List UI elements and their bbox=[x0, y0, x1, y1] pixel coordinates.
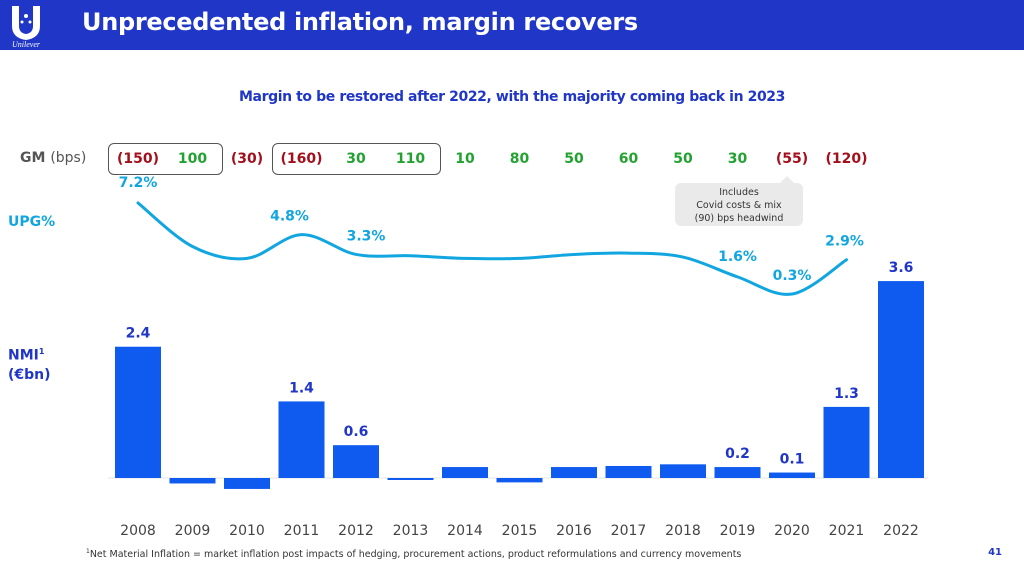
year-label-2016: 2016 bbox=[556, 523, 592, 539]
nmi-bar-2019 bbox=[714, 467, 761, 478]
nmi-label: NMI bbox=[8, 347, 39, 364]
gm-value-2020: (55) bbox=[775, 151, 809, 167]
nmi-label-2020: 0.1 bbox=[780, 452, 805, 468]
nmi-bar-2009 bbox=[169, 478, 216, 484]
upg-label-2008: 7.2% bbox=[119, 175, 158, 191]
nmi-bar-2016 bbox=[551, 467, 597, 478]
gm-value-2016: 50 bbox=[564, 151, 584, 167]
nmi-row-label: NMI1 (€bn) bbox=[8, 342, 51, 385]
nmi-bar-2015 bbox=[496, 478, 543, 483]
gm-value-2019: 30 bbox=[727, 151, 748, 167]
gm-label: GM bbox=[20, 150, 46, 166]
callout-line-1: Includes bbox=[719, 187, 759, 198]
nmi-unit-label: (€bn) bbox=[8, 366, 51, 383]
nmi-bar-2013 bbox=[387, 478, 434, 480]
page-number: 41 bbox=[988, 547, 1002, 558]
nmi-bar-2008 bbox=[115, 346, 161, 478]
page-title: Unprecedented inflation, margin recovers bbox=[82, 8, 638, 36]
footnote: 1Net Material Inflation = market inflati… bbox=[86, 548, 741, 560]
year-label-2009: 2009 bbox=[175, 523, 211, 539]
upg-line bbox=[136, 201, 848, 296]
gm-value-2017: 60 bbox=[618, 151, 639, 167]
upg-label-2020: 0.3% bbox=[773, 268, 812, 284]
upg-label-2011: 4.8% bbox=[270, 209, 309, 225]
gm-group-box-2 bbox=[271, 143, 441, 175]
gm-value-2015: 80 bbox=[509, 151, 530, 167]
gm-unit-label: (bps) bbox=[50, 150, 87, 166]
gm-value-2012: 30 bbox=[346, 151, 366, 167]
gm-value-2010: (30) bbox=[230, 151, 264, 167]
gm-value-2018: 50 bbox=[673, 151, 693, 167]
logo-wordmark: Unilever bbox=[12, 40, 41, 48]
nmi-label-2008: 2.4 bbox=[126, 326, 151, 342]
gm-value-2013: 110 bbox=[395, 151, 426, 167]
callout-line-2: Covid costs & mix bbox=[696, 200, 782, 211]
chart-subtitle: Margin to be restored after 2022, with t… bbox=[239, 89, 785, 105]
year-label-2018: 2018 bbox=[665, 523, 701, 539]
nmi-bar-2022 bbox=[878, 281, 924, 478]
nmi-bar-2014 bbox=[442, 467, 488, 478]
year-label-2013: 2013 bbox=[393, 523, 429, 539]
year-label-2015: 2015 bbox=[502, 523, 538, 539]
callout-pointer bbox=[780, 176, 794, 183]
year-label-2019: 2019 bbox=[720, 523, 756, 539]
year-label-2017: 2017 bbox=[611, 523, 647, 539]
gm-value-2011: (160) bbox=[280, 151, 323, 167]
footnote-text: Net Material Inflation = market inflatio… bbox=[89, 549, 742, 561]
year-label-2012: 2012 bbox=[338, 523, 374, 539]
nmi-label-2012: 0.6 bbox=[344, 424, 369, 440]
nmi-label-2022: 3.6 bbox=[889, 260, 914, 276]
year-label-2022: 2022 bbox=[883, 523, 919, 539]
nmi-bar-2021 bbox=[823, 406, 870, 478]
header-bar: Unilever Unprecedented inflation, margin… bbox=[0, 0, 1024, 50]
gm-group-box-1 bbox=[108, 143, 223, 175]
footnote-marker: 1 bbox=[86, 548, 90, 555]
callout-line-3: (90) bps headwind bbox=[694, 213, 784, 224]
nmi-bar-2012 bbox=[333, 445, 379, 478]
gm-value-2009: 100 bbox=[177, 151, 208, 167]
nmi-label-2011: 1.4 bbox=[289, 380, 314, 396]
covid-callout: Includes Covid costs & mix (90) bps head… bbox=[675, 183, 803, 226]
upg-row-label: UPG% bbox=[8, 214, 56, 230]
nmi-bar-2018 bbox=[660, 464, 706, 478]
year-label-2014: 2014 bbox=[447, 523, 483, 539]
upg-label-2019: 1.6% bbox=[718, 249, 757, 265]
year-label-2021: 2021 bbox=[829, 523, 865, 539]
upg-label-2012: 3.3% bbox=[347, 228, 386, 244]
unilever-logo-icon: Unilever bbox=[12, 6, 41, 48]
nmi-bar-2011 bbox=[278, 401, 325, 478]
gm-value-2014: 10 bbox=[455, 151, 475, 167]
nmi-bar-2020 bbox=[769, 472, 815, 478]
nmi-footnote-marker: 1 bbox=[38, 347, 45, 356]
year-label-2010: 2010 bbox=[229, 523, 265, 539]
nmi-label-2021: 1.3 bbox=[834, 386, 859, 402]
nmi-label-2019: 0.2 bbox=[725, 446, 750, 462]
year-label-2020: 2020 bbox=[774, 523, 810, 539]
gm-row-label: GM (bps) bbox=[20, 150, 86, 166]
gm-value-2021: (120) bbox=[825, 151, 868, 167]
nmi-bar-2010 bbox=[224, 478, 270, 489]
year-label-2011: 2011 bbox=[284, 523, 320, 539]
upg-label-2021: 2.9% bbox=[825, 234, 864, 250]
nmi-bar-2017 bbox=[605, 465, 652, 478]
year-label-2008: 2008 bbox=[120, 523, 156, 539]
gm-value-2008: (150) bbox=[116, 151, 160, 167]
